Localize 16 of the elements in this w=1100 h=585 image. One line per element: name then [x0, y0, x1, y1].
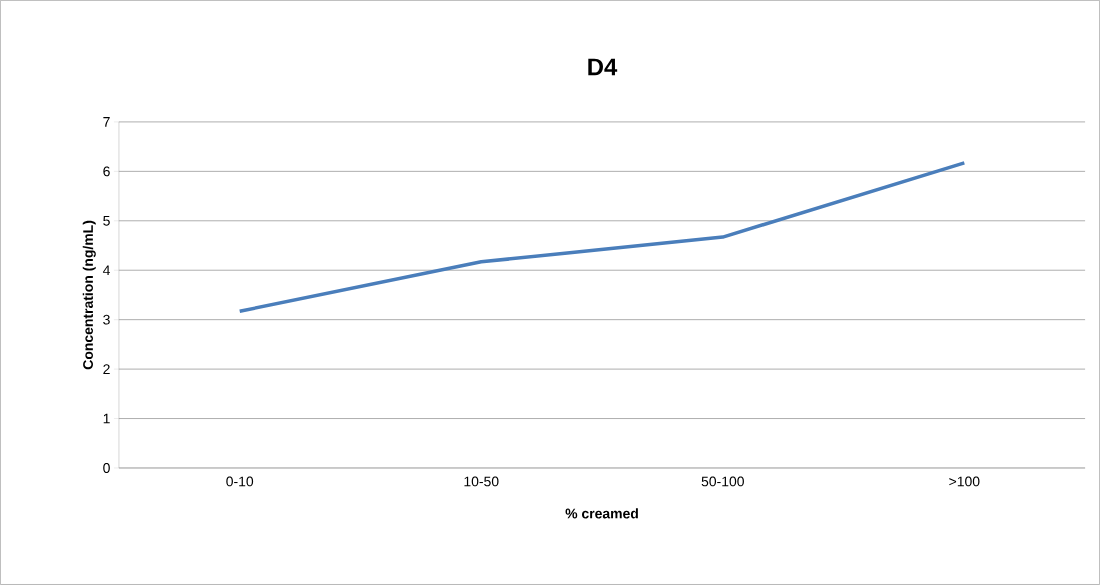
x-tick-label: >100: [949, 476, 980, 487]
y-tick-label: 6: [103, 166, 110, 177]
line-series: [237, 161, 967, 314]
x-tick-label: 50-100: [701, 476, 744, 487]
y-tick-label: 2: [103, 364, 110, 375]
x-tick-label: 10-50: [464, 476, 499, 487]
chart-title: D4: [588, 58, 618, 76]
y-axis-title: Concentration (ng/mL): [82, 220, 96, 370]
x-tick-label: 0-10: [226, 476, 254, 487]
x-axis-title: % creamed: [565, 508, 638, 519]
y-tick-label: 5: [103, 215, 110, 226]
y-tick-label: 7: [103, 117, 110, 127]
y-tick-label: 4: [102, 265, 110, 276]
y-tick-label: 3: [103, 314, 110, 325]
y-tick-label: 1: [103, 413, 110, 424]
y-tick-label: 0: [103, 463, 110, 473]
